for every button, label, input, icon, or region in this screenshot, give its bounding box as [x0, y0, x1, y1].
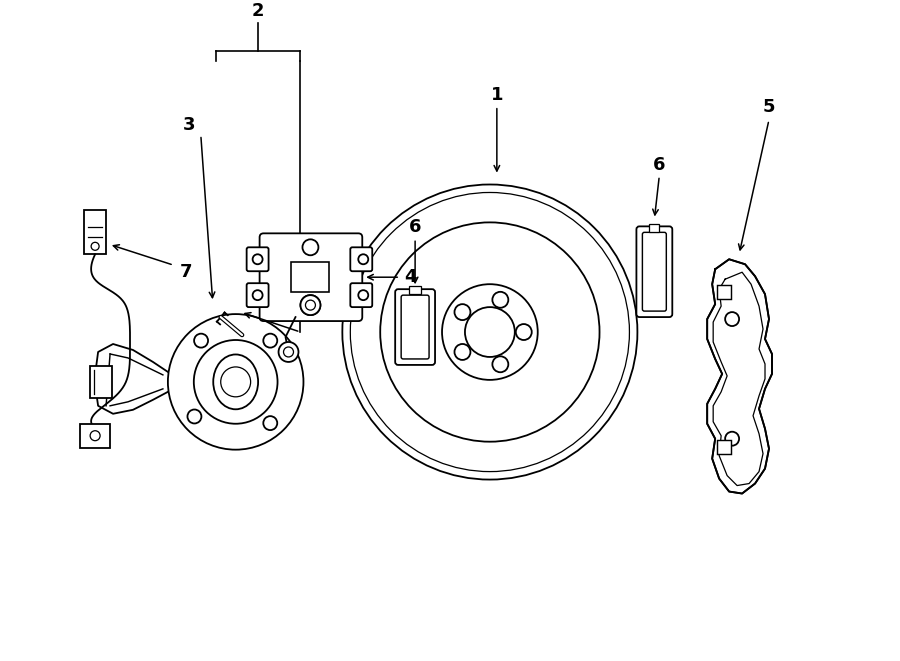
Circle shape — [725, 312, 739, 326]
FancyBboxPatch shape — [717, 440, 731, 453]
FancyBboxPatch shape — [401, 295, 429, 359]
Text: 5: 5 — [762, 98, 775, 116]
FancyBboxPatch shape — [717, 285, 731, 299]
Circle shape — [350, 192, 629, 471]
FancyBboxPatch shape — [80, 424, 110, 447]
Text: 3: 3 — [183, 116, 195, 134]
Circle shape — [465, 307, 515, 357]
Circle shape — [305, 300, 315, 310]
Circle shape — [516, 324, 532, 340]
Text: 4: 4 — [404, 268, 417, 286]
Circle shape — [194, 340, 277, 424]
Circle shape — [90, 431, 100, 441]
FancyBboxPatch shape — [350, 283, 373, 307]
FancyBboxPatch shape — [84, 210, 106, 254]
Circle shape — [168, 314, 303, 449]
Circle shape — [302, 239, 319, 255]
Text: 6: 6 — [409, 218, 421, 237]
Circle shape — [284, 347, 293, 357]
Circle shape — [492, 292, 508, 308]
Circle shape — [454, 344, 471, 360]
Circle shape — [725, 432, 739, 446]
FancyBboxPatch shape — [395, 289, 435, 365]
Text: 6: 6 — [653, 155, 666, 174]
Circle shape — [342, 184, 637, 480]
FancyBboxPatch shape — [410, 286, 421, 294]
Circle shape — [492, 356, 508, 372]
FancyBboxPatch shape — [247, 247, 268, 271]
Circle shape — [301, 295, 320, 315]
Circle shape — [91, 243, 99, 251]
Circle shape — [194, 334, 208, 348]
Polygon shape — [707, 259, 772, 494]
Circle shape — [380, 222, 599, 442]
FancyBboxPatch shape — [636, 226, 672, 317]
Text: 2: 2 — [252, 2, 265, 20]
Circle shape — [454, 304, 471, 320]
Text: 1: 1 — [491, 86, 503, 104]
FancyBboxPatch shape — [650, 224, 660, 233]
Circle shape — [301, 295, 320, 315]
Ellipse shape — [213, 354, 258, 409]
FancyBboxPatch shape — [90, 366, 112, 398]
Circle shape — [442, 284, 537, 380]
Circle shape — [264, 416, 277, 430]
Circle shape — [358, 290, 368, 300]
FancyBboxPatch shape — [247, 283, 268, 307]
Circle shape — [187, 410, 202, 424]
Circle shape — [253, 254, 263, 264]
Circle shape — [220, 367, 250, 397]
Circle shape — [253, 290, 263, 300]
FancyBboxPatch shape — [259, 233, 363, 321]
FancyBboxPatch shape — [350, 247, 373, 271]
Circle shape — [358, 254, 368, 264]
Circle shape — [278, 342, 299, 362]
FancyBboxPatch shape — [643, 233, 666, 311]
FancyBboxPatch shape — [292, 262, 329, 292]
Text: 7: 7 — [180, 263, 192, 281]
Circle shape — [264, 334, 277, 348]
